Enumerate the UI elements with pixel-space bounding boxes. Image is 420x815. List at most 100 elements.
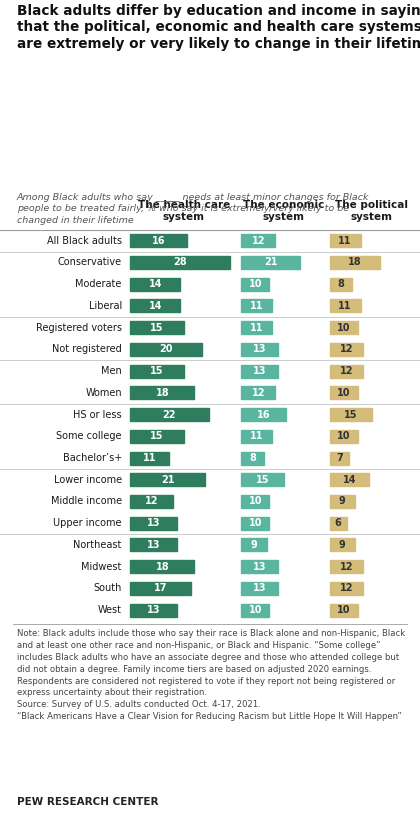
Bar bbox=[241, 256, 300, 269]
Text: Northeast: Northeast bbox=[74, 540, 122, 550]
Text: Lower income: Lower income bbox=[54, 475, 122, 485]
Text: 10: 10 bbox=[249, 280, 262, 289]
Bar bbox=[130, 539, 176, 552]
Text: Some college: Some college bbox=[56, 431, 122, 441]
Text: 12: 12 bbox=[340, 584, 353, 593]
Text: 9: 9 bbox=[251, 540, 257, 550]
Text: Liberal: Liberal bbox=[89, 301, 122, 311]
Bar bbox=[241, 278, 270, 291]
Bar bbox=[330, 474, 369, 487]
Text: 14: 14 bbox=[148, 280, 162, 289]
Text: 10: 10 bbox=[249, 606, 262, 615]
Bar bbox=[330, 299, 360, 312]
Text: The economic
system: The economic system bbox=[243, 200, 324, 222]
Text: 13: 13 bbox=[147, 518, 160, 528]
Bar bbox=[241, 517, 270, 530]
Bar bbox=[330, 517, 346, 530]
Bar bbox=[241, 539, 267, 552]
Bar bbox=[330, 234, 360, 247]
Text: 22: 22 bbox=[163, 410, 176, 420]
Bar bbox=[130, 452, 169, 465]
Bar bbox=[130, 256, 230, 269]
Text: 9: 9 bbox=[339, 496, 346, 506]
Text: Bachelor’s+: Bachelor’s+ bbox=[63, 453, 122, 463]
Bar bbox=[330, 364, 363, 377]
Text: 13: 13 bbox=[253, 366, 266, 376]
Bar bbox=[330, 452, 349, 465]
Bar bbox=[130, 386, 194, 399]
Bar bbox=[330, 560, 363, 573]
Text: 18: 18 bbox=[155, 562, 169, 571]
Bar bbox=[130, 343, 202, 356]
Bar bbox=[130, 560, 194, 573]
Bar bbox=[130, 408, 209, 421]
Bar bbox=[130, 278, 180, 291]
Bar bbox=[330, 430, 358, 443]
Bar bbox=[130, 364, 184, 377]
Text: 14: 14 bbox=[148, 301, 162, 311]
Text: 7: 7 bbox=[336, 453, 343, 463]
Text: 11: 11 bbox=[250, 323, 264, 333]
Text: 12: 12 bbox=[340, 366, 353, 376]
Bar bbox=[330, 256, 380, 269]
Text: Middle income: Middle income bbox=[51, 496, 122, 506]
Text: 16: 16 bbox=[257, 410, 270, 420]
Bar bbox=[130, 582, 191, 595]
Text: 14: 14 bbox=[343, 475, 356, 485]
Text: 10: 10 bbox=[337, 323, 350, 333]
Text: 11: 11 bbox=[339, 236, 352, 245]
Bar bbox=[130, 495, 173, 508]
Text: Registered voters: Registered voters bbox=[36, 323, 122, 333]
Bar bbox=[330, 604, 358, 617]
Bar bbox=[241, 386, 275, 399]
Text: All Black adults: All Black adults bbox=[47, 236, 122, 245]
Bar bbox=[241, 343, 278, 356]
Bar bbox=[330, 343, 363, 356]
Text: 8: 8 bbox=[249, 453, 256, 463]
Text: 13: 13 bbox=[253, 345, 266, 355]
Text: PEW RESEARCH CENTER: PEW RESEARCH CENTER bbox=[17, 797, 158, 807]
Text: Upper income: Upper income bbox=[53, 518, 122, 528]
Text: 8: 8 bbox=[337, 280, 344, 289]
Text: 15: 15 bbox=[150, 431, 164, 441]
Text: Moderate: Moderate bbox=[76, 280, 122, 289]
Bar bbox=[241, 408, 286, 421]
Text: 12: 12 bbox=[340, 562, 353, 571]
Text: 21: 21 bbox=[264, 258, 278, 267]
Bar bbox=[241, 495, 270, 508]
Bar bbox=[330, 408, 372, 421]
Bar bbox=[241, 604, 270, 617]
Text: 15: 15 bbox=[256, 475, 269, 485]
Text: Note: Black adults include those who say their race is Black alone and non-Hispa: Note: Black adults include those who say… bbox=[17, 629, 405, 721]
Bar bbox=[241, 560, 278, 573]
Text: 12: 12 bbox=[252, 388, 265, 398]
Text: 9: 9 bbox=[339, 540, 346, 550]
Text: 16: 16 bbox=[152, 236, 165, 245]
Text: 20: 20 bbox=[159, 345, 173, 355]
Text: 12: 12 bbox=[252, 236, 265, 245]
Bar bbox=[241, 452, 264, 465]
Bar bbox=[241, 321, 272, 334]
Text: 13: 13 bbox=[147, 606, 160, 615]
Text: Men: Men bbox=[101, 366, 122, 376]
Bar bbox=[241, 582, 278, 595]
Bar bbox=[130, 517, 176, 530]
Bar bbox=[241, 299, 272, 312]
Bar bbox=[130, 299, 180, 312]
Bar bbox=[330, 582, 363, 595]
Bar bbox=[130, 321, 184, 334]
Text: 10: 10 bbox=[337, 431, 350, 441]
Bar bbox=[330, 495, 355, 508]
Bar bbox=[330, 321, 358, 334]
Bar bbox=[330, 386, 358, 399]
Bar bbox=[130, 430, 184, 443]
Bar bbox=[241, 430, 272, 443]
Text: 18: 18 bbox=[155, 388, 169, 398]
Bar bbox=[241, 234, 275, 247]
Text: 15: 15 bbox=[150, 323, 164, 333]
Bar bbox=[330, 278, 352, 291]
Text: Conservative: Conservative bbox=[58, 258, 122, 267]
Text: 11: 11 bbox=[339, 301, 352, 311]
Text: 15: 15 bbox=[344, 410, 357, 420]
Text: 10: 10 bbox=[337, 388, 350, 398]
